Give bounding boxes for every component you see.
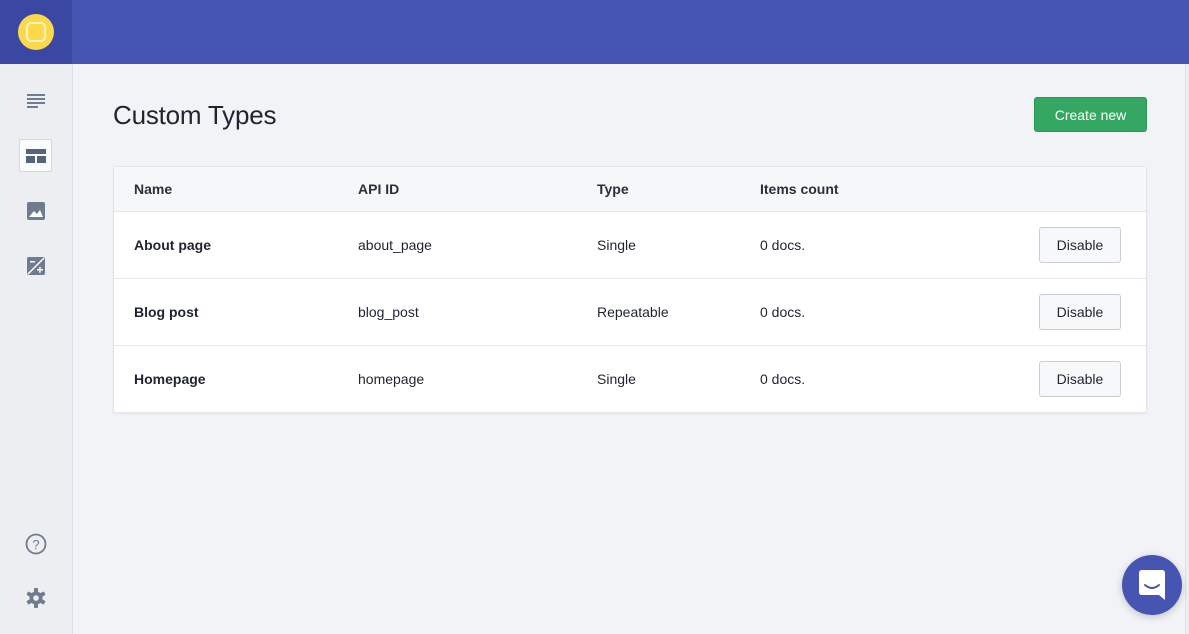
sidebar-item-documents[interactable]: [19, 84, 52, 117]
api-id: about_page: [358, 237, 432, 253]
type-name[interactable]: Blog post: [134, 304, 199, 320]
svg-text:?: ?: [32, 537, 39, 552]
scrollbar-track[interactable]: [1185, 64, 1189, 634]
chat-icon: [1139, 570, 1165, 600]
top-bar: [0, 0, 1189, 64]
main-content: Custom Types Create new Name API ID Type…: [73, 64, 1185, 634]
logo-icon: [18, 14, 54, 50]
type-kind: Repeatable: [597, 304, 669, 320]
gear-icon: [26, 587, 45, 608]
logo-link[interactable]: [0, 0, 72, 64]
table-row[interactable]: Blog post blog_post Repeatable 0 docs. D…: [114, 278, 1146, 345]
sidebar-item-custom-types[interactable]: [19, 139, 52, 172]
layout-icon: [25, 148, 46, 163]
type-name[interactable]: Homepage: [134, 371, 206, 387]
help-icon: ?: [25, 533, 46, 554]
sidebar-item-image-edit[interactable]: [19, 249, 52, 282]
column-header-items-count: Items count: [760, 181, 839, 197]
image-edit-icon: [26, 256, 45, 275]
type-kind: Single: [597, 237, 636, 253]
list-icon: [26, 93, 45, 108]
sidebar-item-media[interactable]: [19, 194, 52, 227]
page-title: Custom Types: [113, 100, 277, 130]
disable-button[interactable]: Disable: [1039, 361, 1121, 397]
table-header: Name API ID Type Items count: [114, 167, 1146, 211]
table-row[interactable]: Homepage homepage Single 0 docs. Disable: [114, 345, 1146, 412]
api-id: blog_post: [358, 304, 419, 320]
column-header-name: Name: [134, 181, 173, 197]
image-icon: [26, 201, 45, 220]
chat-launcher-button[interactable]: [1122, 555, 1182, 615]
settings-button[interactable]: [19, 581, 52, 614]
type-name[interactable]: About page: [134, 237, 211, 253]
create-new-button[interactable]: Create new: [1034, 97, 1147, 132]
column-header-type: Type: [597, 181, 629, 197]
items-count: 0 docs.: [760, 237, 806, 253]
sidebar: ?: [0, 64, 73, 634]
items-count: 0 docs.: [760, 371, 806, 387]
disable-button[interactable]: Disable: [1039, 294, 1121, 330]
column-header-api-id: API ID: [358, 181, 400, 197]
type-kind: Single: [597, 371, 636, 387]
api-id: homepage: [358, 371, 425, 387]
disable-button[interactable]: Disable: [1039, 227, 1121, 263]
items-count: 0 docs.: [760, 304, 806, 320]
help-button[interactable]: ?: [19, 527, 52, 560]
custom-types-table: Name API ID Type Items count About page …: [113, 166, 1147, 413]
table-row[interactable]: About page about_page Single 0 docs. Dis…: [114, 211, 1146, 278]
